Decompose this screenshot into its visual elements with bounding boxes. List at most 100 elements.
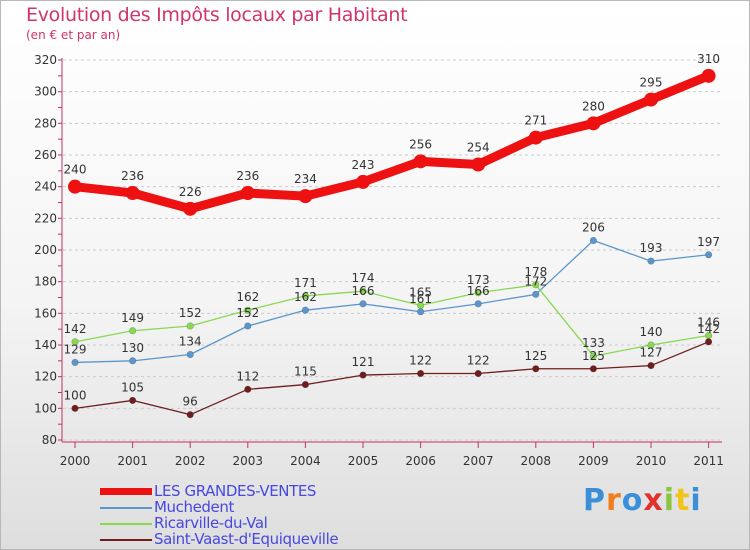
legend-item-les-grandes-ventes: LES GRANDES-VENTES bbox=[100, 482, 380, 500]
data-point bbox=[532, 290, 540, 298]
data-point bbox=[589, 352, 598, 360]
data-label: 142 bbox=[697, 322, 720, 336]
legend-swatch bbox=[100, 539, 152, 541]
y-tick-label: 160 bbox=[34, 306, 57, 320]
data-point bbox=[644, 92, 658, 107]
data-point bbox=[186, 350, 194, 359]
data-point bbox=[301, 292, 310, 300]
data-point bbox=[125, 186, 140, 201]
data-label: 112 bbox=[236, 369, 259, 383]
data-label: 152 bbox=[179, 306, 202, 320]
x-tick-label: 2000 bbox=[60, 454, 91, 468]
data-label: 165 bbox=[409, 285, 432, 299]
data-label: 243 bbox=[352, 158, 375, 172]
data-label: 234 bbox=[294, 172, 317, 186]
legend-swatch bbox=[100, 523, 152, 525]
data-label: 310 bbox=[697, 52, 720, 66]
data-label: 161 bbox=[409, 292, 432, 306]
data-point bbox=[474, 289, 482, 297]
data-point bbox=[589, 365, 598, 373]
data-point bbox=[417, 301, 425, 310]
data-point bbox=[129, 357, 137, 365]
data-label: 115 bbox=[294, 365, 317, 379]
logo-letter: x bbox=[643, 483, 664, 518]
x-tick-label: 2004 bbox=[290, 454, 321, 468]
legend-item-ricarville-du-val: Ricarville-du-Val bbox=[100, 514, 380, 532]
data-label: 236 bbox=[236, 169, 259, 183]
data-point bbox=[240, 186, 255, 201]
logo-letter: r bbox=[606, 483, 622, 518]
y-tick-label: 220 bbox=[34, 211, 57, 225]
data-label: 171 bbox=[294, 276, 317, 290]
data-point bbox=[356, 174, 370, 189]
logo-letter: P bbox=[583, 483, 606, 518]
series-line bbox=[74, 284, 710, 357]
data-point bbox=[71, 338, 79, 346]
data-label: 256 bbox=[409, 137, 432, 151]
series-line bbox=[74, 239, 710, 364]
data-label: 127 bbox=[640, 346, 663, 360]
data-label: 197 bbox=[697, 235, 720, 249]
data-point bbox=[528, 130, 543, 145]
data-point bbox=[474, 300, 482, 308]
data-label: 122 bbox=[409, 354, 432, 368]
y-tick-label: 280 bbox=[34, 116, 57, 130]
y-tick-label: 320 bbox=[34, 53, 57, 67]
data-point bbox=[704, 338, 713, 346]
x-tick-label: 2007 bbox=[463, 454, 494, 468]
data-point bbox=[129, 396, 137, 405]
y-tick-label: 180 bbox=[34, 275, 57, 289]
data-point bbox=[68, 179, 82, 194]
data-point bbox=[129, 327, 137, 335]
data-label: 173 bbox=[467, 273, 490, 287]
data-point bbox=[647, 341, 655, 349]
data-label: 172 bbox=[524, 274, 547, 288]
data-label: 121 bbox=[352, 355, 375, 369]
proxiti-logo: Proxiti bbox=[583, 483, 702, 518]
data-point bbox=[183, 201, 198, 216]
legend-swatch bbox=[100, 488, 152, 495]
axes bbox=[58, 58, 722, 448]
data-label: 166 bbox=[467, 284, 490, 298]
data-point bbox=[244, 385, 252, 393]
y-tick-label: 300 bbox=[34, 85, 57, 99]
data-label: 162 bbox=[294, 290, 317, 304]
data-label: 152 bbox=[236, 306, 259, 320]
x-tick-label: 2001 bbox=[117, 454, 148, 468]
data-point bbox=[417, 308, 425, 316]
data-point bbox=[301, 306, 310, 314]
legend-label: Ricarville-du-Val bbox=[154, 514, 268, 532]
data-label: 206 bbox=[582, 221, 605, 235]
y-tick-label: 80 bbox=[42, 433, 57, 447]
logo-letter: i bbox=[663, 483, 676, 518]
legend-item-muchedent: Muchedent bbox=[100, 498, 380, 516]
data-point bbox=[298, 189, 313, 204]
data-label: 105 bbox=[121, 380, 144, 394]
x-tick-label: 2003 bbox=[233, 454, 264, 468]
gridlines bbox=[63, 59, 720, 441]
x-tick-label: 2011 bbox=[693, 454, 724, 468]
data-label: 236 bbox=[121, 169, 144, 183]
legend-item-saint-vaast-d-equiqueville: Saint-Vaast-d'Equiqueville bbox=[100, 530, 380, 548]
data-point bbox=[359, 287, 367, 295]
data-point bbox=[244, 322, 252, 330]
chart-title: Evolution des Impôts locaux par Habitant bbox=[26, 4, 408, 26]
data-label: 226 bbox=[179, 185, 202, 199]
x-tick-label: 2006 bbox=[405, 454, 436, 468]
data-point bbox=[359, 300, 367, 308]
data-label: 193 bbox=[640, 241, 663, 255]
x-tick-label: 2008 bbox=[521, 454, 552, 468]
logo-letter: i bbox=[690, 483, 702, 518]
data-label: 146 bbox=[697, 316, 720, 330]
data-point bbox=[413, 154, 428, 169]
data-label: 142 bbox=[64, 322, 87, 336]
data-point bbox=[359, 371, 367, 379]
data-label: 178 bbox=[524, 265, 547, 279]
data-point bbox=[301, 380, 310, 389]
legend-label: Muchedent bbox=[154, 498, 234, 516]
x-tick-label: 2009 bbox=[578, 454, 609, 468]
y-tick-label: 260 bbox=[34, 148, 57, 162]
data-label: 271 bbox=[524, 114, 547, 128]
data-point bbox=[474, 369, 482, 378]
